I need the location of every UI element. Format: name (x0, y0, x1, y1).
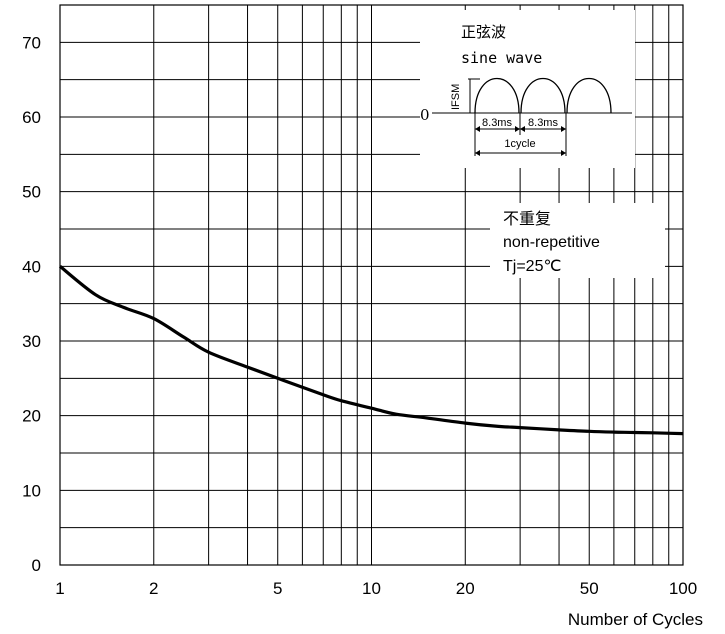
note-background (490, 203, 665, 278)
inset-zero-label: 0 (420, 106, 430, 124)
x-tick-label: 100 (669, 579, 697, 598)
inset-half-wave-3 (566, 77, 612, 114)
x-axis-title: Number of Cycles (568, 610, 703, 629)
x-tick-label: 50 (580, 579, 599, 598)
inset-half-wave-2 (520, 77, 566, 114)
sine-wave-inset: 正弦波 sine wave IFSM 0 8.3ms 8.3ms 1cycle (420, 10, 635, 168)
y-tick-label: 10 (22, 481, 41, 500)
inset-cycle-label: 1cycle (504, 138, 535, 150)
note-line-1: 不重复 (503, 209, 551, 228)
inset-ifsm-label: IFSM (450, 84, 462, 110)
y-tick-label: 40 (22, 257, 41, 276)
inset-half-wave-1 (474, 77, 520, 114)
note-line-3: Tj=25℃ (503, 258, 561, 275)
inset-period-label-2: 8.3ms (528, 117, 558, 129)
series-line (58, 265, 684, 436)
x-tick-label: 1 (55, 579, 64, 598)
inset-period-label-1: 8.3ms (482, 117, 512, 129)
y-tick-label: 70 (22, 33, 41, 52)
y-tick-label: 60 (22, 108, 41, 127)
x-tick-label: 20 (456, 579, 475, 598)
y-tick-label: 50 (22, 183, 41, 202)
y-tick-label: 30 (22, 332, 41, 351)
y-tick-label: 20 (22, 407, 41, 426)
y-tick-label: 0 (32, 556, 41, 575)
x-tick-label: 10 (362, 579, 381, 598)
x-tick-label: 2 (149, 579, 158, 598)
plot-frame (59, 4, 684, 566)
inset-title-cn: 正弦波 (461, 23, 506, 41)
y-tick-labels: 0 10 20 30 40 50 60 70 (22, 33, 41, 575)
conditions-note: 不重复 non-repetitive Tj=25℃ (490, 203, 665, 278)
note-line-2: non-repetitive (503, 234, 600, 251)
inset-title-en: sine wave (461, 49, 542, 67)
x-tick-label: 5 (273, 579, 282, 598)
inset-background (420, 10, 635, 168)
x-tick-labels: 1 2 5 10 20 50 100 (55, 579, 697, 598)
